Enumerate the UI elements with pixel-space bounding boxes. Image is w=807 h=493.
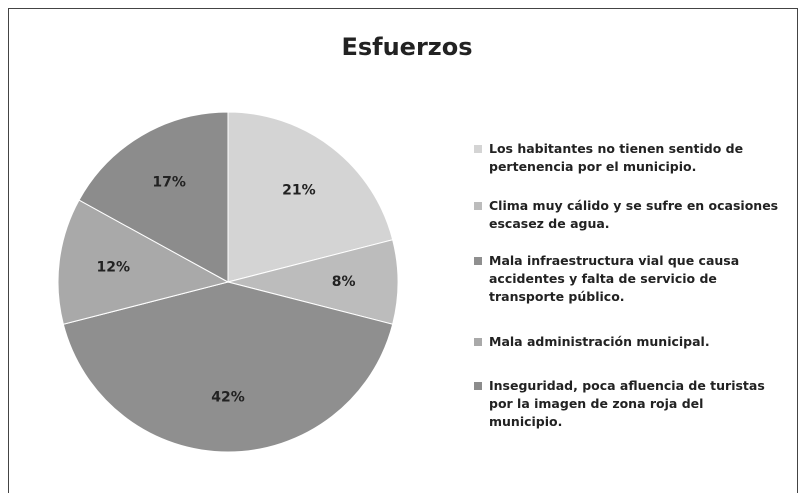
legend-item: Clima muy cálido y se sufre en ocasiones…: [474, 197, 794, 233]
legend-swatch: [474, 202, 482, 210]
data-label: 17%: [152, 174, 186, 190]
chart-title: Esfuerzos: [341, 33, 472, 61]
legend-swatch: [474, 382, 482, 390]
pie-slice: [78, 111, 229, 283]
data-label: 21%: [282, 183, 316, 199]
legend-swatch: [474, 338, 482, 346]
legend-label: Inseguridad, poca afluencia de turistas …: [489, 378, 765, 429]
legend-label: Mala administración municipal.: [489, 334, 710, 349]
data-label: 8%: [332, 274, 356, 290]
legend-item: Los habitantes no tienen sentido de pert…: [474, 140, 794, 176]
frame: [8, 8, 798, 493]
pie-slice: [62, 281, 394, 453]
legend-item: Mala administración municipal.: [474, 333, 794, 351]
legend-item: Inseguridad, poca afluencia de turistas …: [474, 377, 794, 431]
data-label: 12%: [97, 260, 131, 276]
legend-label: Clima muy cálido y se sufre en ocasiones…: [489, 198, 779, 231]
legend-label: Los habitantes no tienen sentido de pert…: [489, 141, 744, 174]
legend-item: Mala infraestructura vial que causa acci…: [474, 252, 794, 306]
legend-swatch: [474, 257, 482, 265]
data-label: 42%: [211, 390, 245, 406]
pie-slice: [57, 199, 230, 325]
legend-swatch: [474, 145, 482, 153]
pie-slice: [227, 111, 394, 283]
legend-label: Mala infraestructura vial que causa acci…: [489, 253, 740, 304]
